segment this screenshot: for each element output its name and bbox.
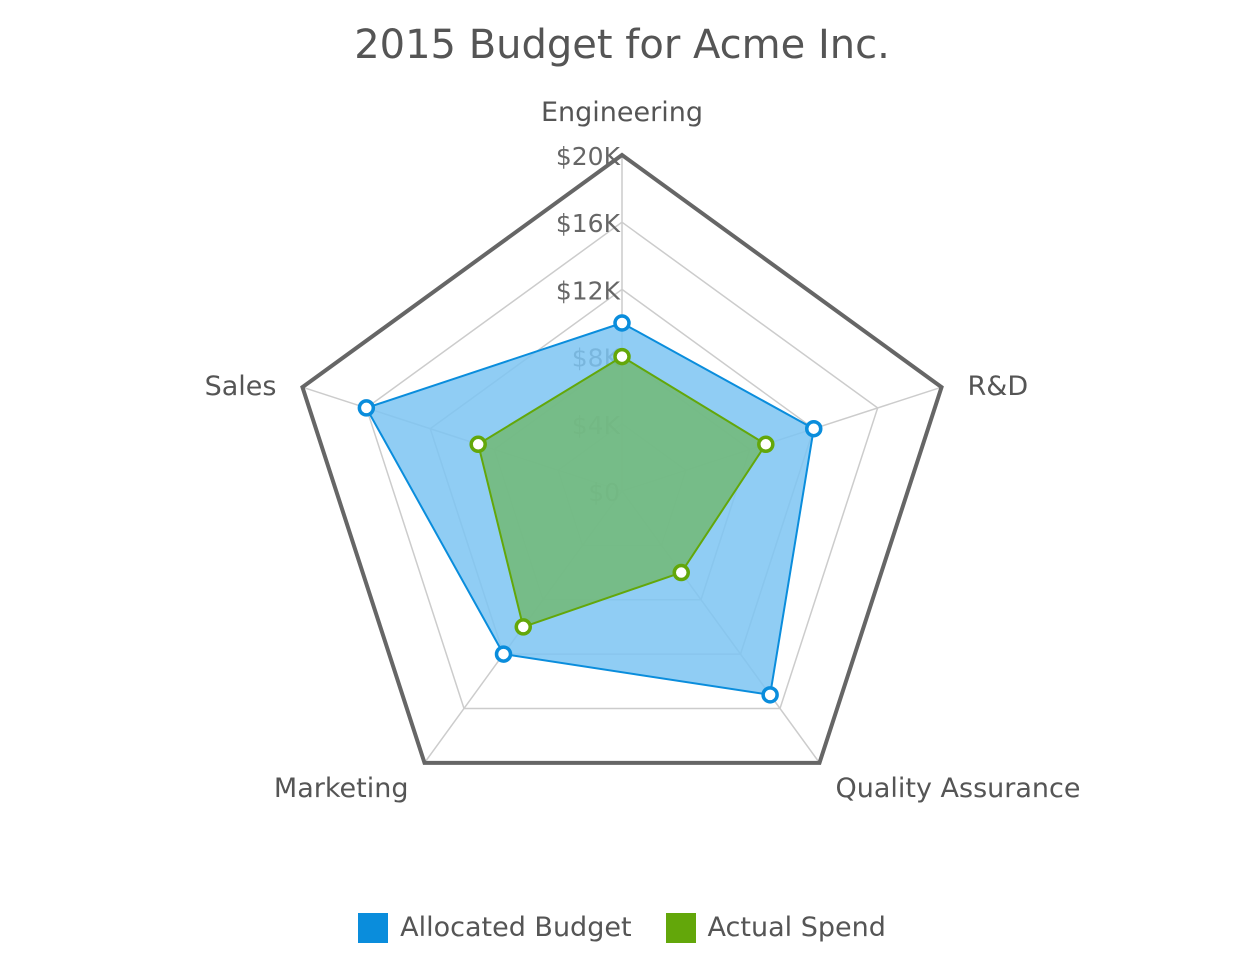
legend-swatch-allocated-budget	[358, 912, 389, 943]
grid-outer-ring	[300, 152, 944, 765]
legend-item-actual-spend[interactable]: Actual Spend	[665, 912, 886, 943]
tick-label: $20K	[556, 142, 621, 171]
axis-label-sales: Sales	[205, 371, 277, 402]
axis-label-r-d: R&D	[968, 371, 1029, 402]
data-point-allocated-budget	[494, 645, 513, 663]
axis-label-quality-assurance: Quality Assurance	[835, 773, 1080, 804]
chart-title: 2015 Budget for Acme Inc.	[354, 22, 890, 68]
legend-item-allocated-budget[interactable]: Allocated Budget	[358, 912, 632, 943]
data-point-allocated-budget	[804, 419, 823, 438]
tick-label: $16K	[556, 209, 621, 238]
data-point-actual-spend	[613, 347, 631, 366]
axis-label-marketing: Marketing	[274, 773, 409, 804]
grid-ring-4	[365, 221, 879, 710]
series-area-actual-spend	[477, 355, 767, 628]
data-point-allocated-budget	[613, 314, 631, 332]
legend-label-actual-spend: Actual Spend	[707, 912, 886, 943]
data-point-actual-spend	[757, 435, 775, 454]
data-point-actual-spend	[469, 435, 487, 454]
tick-label: $12K	[556, 276, 621, 305]
legend: Allocated Budget Actual Spend	[0, 912, 1244, 943]
legend-swatch-actual-spend	[665, 912, 696, 943]
data-point-actual-spend	[672, 563, 690, 582]
legend-label-allocated-budget: Allocated Budget	[400, 912, 632, 943]
axis-label-engineering: Engineering	[541, 97, 703, 128]
data-point-actual-spend	[514, 618, 533, 636]
data-point-allocated-budget	[357, 399, 376, 417]
data-point-allocated-budget	[761, 686, 779, 704]
